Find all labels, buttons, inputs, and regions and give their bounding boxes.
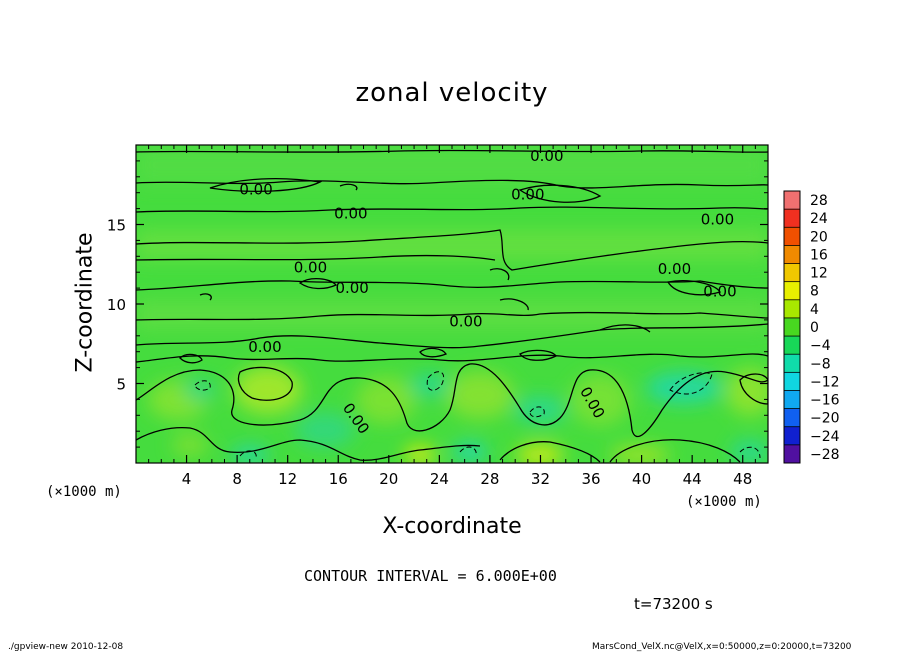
colorbar-frame	[783, 190, 801, 464]
x-unit-left: (×1000 m)	[46, 484, 122, 500]
colorbar-label: 28	[810, 193, 828, 209]
y-axis: 5 10 15	[107, 160, 768, 448]
field: 0.00 0.00 0.00 0.00 0.00 0.00 0.00 0.00 0.00 0.00…	[136, 145, 768, 463]
colorbar-swatch	[784, 299, 800, 318]
x-tick-label: 32	[531, 470, 550, 488]
contour-label: 0.00	[701, 211, 734, 229]
x-axis: 4 8 12 16 20 24 28 32 36 40 44 48	[148, 145, 756, 488]
colorbar-label: 12	[810, 266, 828, 282]
contour-interval: CONTOUR INTERVAL = 6.000E+00	[304, 567, 557, 585]
colorbar-label: −20	[810, 411, 840, 427]
colorbar-label: −24	[810, 429, 840, 445]
colorbar-swatch	[784, 408, 800, 427]
colorbar-swatch	[784, 281, 800, 300]
colorbar-swatch	[784, 336, 800, 355]
contour-label: 0.00	[703, 282, 736, 300]
x-tick-label: 16	[329, 470, 348, 488]
contour-label: 0.00	[334, 204, 367, 222]
x-tick-label: 44	[683, 470, 702, 488]
colorbar-label: −4	[810, 338, 831, 354]
contour-label: 0.00	[335, 279, 368, 297]
colorbar-label: 0	[810, 320, 819, 336]
x-axis-label: X-coordinate	[382, 514, 522, 539]
dashed-contours	[194, 371, 761, 459]
contour-label: 0.00	[658, 260, 691, 278]
contour-label: 0.00	[449, 312, 482, 330]
colorbar-swatch	[784, 227, 800, 246]
colorbar-swatch	[784, 245, 800, 264]
x-unit-right: (×1000 m)	[686, 494, 762, 510]
x-tick-label: 28	[480, 470, 499, 488]
colorbar-swatch	[784, 263, 800, 282]
colorbar-swatch	[784, 444, 800, 463]
y-tick-label: 10	[107, 296, 126, 314]
x-tick-label: 40	[632, 470, 651, 488]
x-tick-label: 8	[232, 470, 242, 488]
colorbar-label: 4	[810, 302, 819, 318]
colorbar-label: 24	[810, 211, 828, 227]
colorbar-swatch	[784, 390, 800, 409]
x-tick-label: 48	[733, 470, 752, 488]
chart-title: zonal velocity	[355, 78, 549, 108]
contour-label: 0.00	[248, 338, 281, 356]
contour-label: 0.00	[511, 185, 544, 203]
colorbar-label: −8	[810, 356, 831, 372]
footer-left: ./gpview-new 2010-12-08	[8, 642, 124, 652]
x-tick-label: 20	[379, 470, 398, 488]
colorbar-label: −28	[810, 447, 840, 463]
x-tick-label: 24	[430, 470, 449, 488]
time-label: t=73200 s	[634, 595, 713, 613]
colorbar-label: 8	[810, 284, 819, 300]
colorbar-label: −12	[810, 374, 840, 390]
contour-lines	[136, 149, 768, 463]
y-tick-label: 15	[107, 217, 126, 235]
x-tick-label: 4	[182, 470, 192, 488]
y-axis-label: Z-coordinate	[72, 232, 98, 373]
footer-right: MarsCond_VelX.nc@VelX,x=0:50000,z=0:2000…	[592, 642, 852, 652]
y-tick-label: 5	[116, 376, 126, 394]
x-tick-label: 36	[581, 470, 600, 488]
contour-label: 0.00	[239, 181, 272, 199]
colorbar-swatch	[784, 426, 800, 445]
colorbar-swatch	[784, 372, 800, 391]
colorbar-swatch	[784, 317, 800, 337]
colorbar-swatch	[784, 354, 800, 373]
colorbar-label: 16	[810, 247, 828, 263]
x-tick-label: 12	[278, 470, 297, 488]
contour-label: 0.00	[294, 258, 327, 276]
contour-label: 0.00	[530, 147, 563, 165]
colorbar: 28 24 20 16 12 8 4 0 −4 −8 −12 −16 −20 −24 −28	[783, 190, 840, 464]
colorbar-label: −16	[810, 393, 840, 409]
colorbar-label: 20	[810, 229, 828, 245]
colorbar-swatch	[784, 209, 800, 228]
colorbar-swatch	[784, 191, 800, 210]
